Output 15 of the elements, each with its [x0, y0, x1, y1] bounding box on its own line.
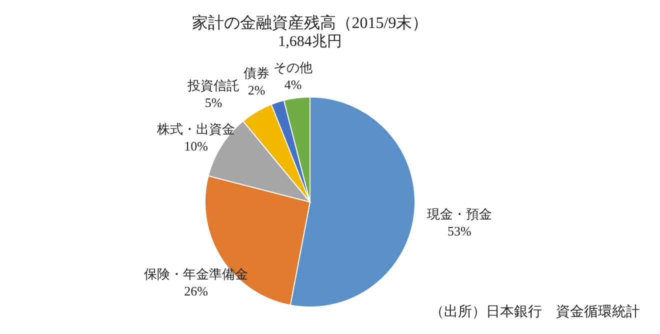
slice-label: 株式・出資金 [156, 122, 236, 137]
slice-label: 投資信託 [186, 78, 240, 93]
text: （出所）日本銀行 資金循環統計 [430, 304, 640, 320]
data-label: 26% [184, 283, 208, 298]
slice-label: 現金・預金 [426, 206, 492, 222]
data-label: 4% [284, 77, 302, 92]
data-label: 5% [204, 94, 222, 110]
data-label: 2% [248, 82, 266, 98]
slice-label: 保険・年金準備金 [144, 266, 248, 282]
slice-label: 債券 [244, 66, 270, 81]
slice-label: その他 [274, 60, 313, 76]
chart-title: 家計の金融資産残高（2015/9末） [192, 14, 428, 32]
chart-subtitle: 1,684兆円 [278, 33, 342, 50]
data-label: 53% [447, 224, 472, 239]
data-label: 10% [184, 138, 208, 154]
